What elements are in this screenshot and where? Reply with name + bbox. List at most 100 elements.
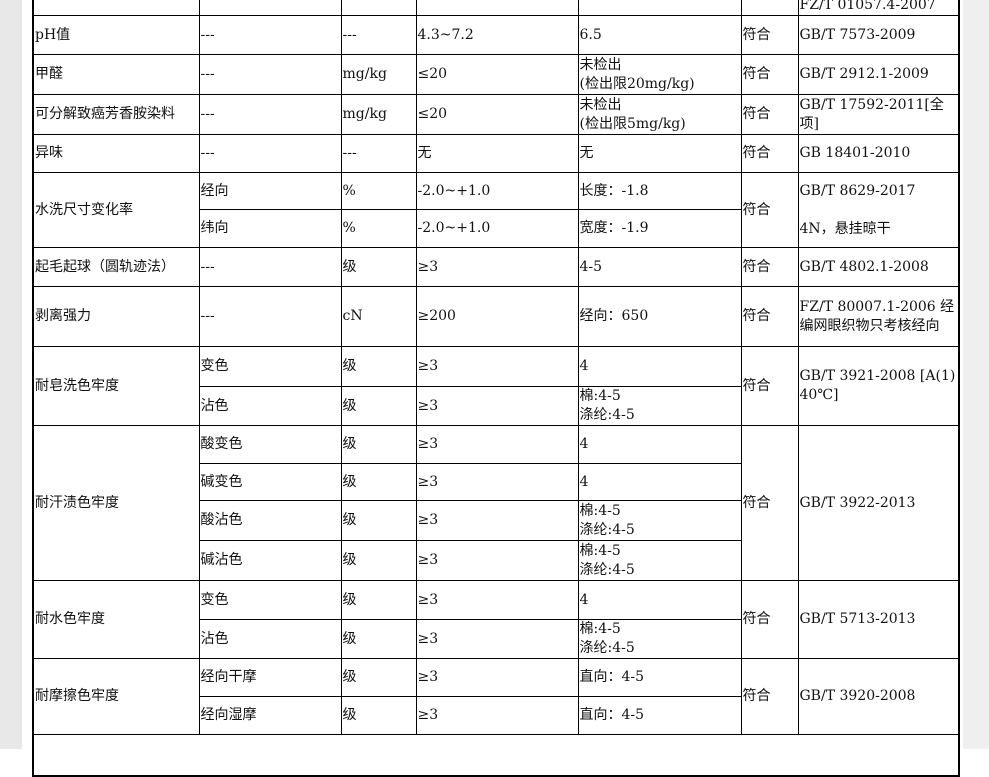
empty-cell	[32, 0, 200, 16]
verdict-cell: 符合	[740, 425, 799, 581]
requirement-cell: -2.0~+1.0	[415, 209, 579, 248]
unit-cell: 级	[340, 658, 417, 697]
sub-item-cell: 经向干摩	[198, 658, 342, 697]
table-row: 碱沾色级 ≥3 棉:4-5 涤纶:4-5	[33, 540, 959, 581]
sub-item-cell: ---	[198, 134, 342, 173]
sub-item-cell: 酸沾色	[198, 500, 342, 541]
test-item-cell: 剥离强力	[32, 286, 200, 347]
sub-item-cell: 碱沾色	[198, 540, 342, 581]
standard-cell: FZ/T 01057.4-2007	[797, 0, 960, 16]
standard-cell: GB/T 3920-2008	[797, 658, 960, 735]
requirement-cell: ≥3	[415, 658, 579, 697]
test-item-cell: 起毛起球（圆轨迹法）	[32, 247, 200, 287]
table-row: 纬向% -2.0~+1.0 宽度：-1.9	[33, 209, 959, 248]
unit-cell: 级	[340, 346, 417, 387]
table-row: 起毛起球（圆轨迹法） --- 级 ≥3 4-5 符合 GB/T 4802.1-2008	[32, 247, 960, 287]
empty-cell	[415, 0, 579, 16]
requirement-cell: ≥3	[415, 619, 579, 659]
empty-cell	[198, 0, 342, 16]
table-row: 经向湿摩级 ≥3 直向：4-5	[33, 696, 959, 735]
table-row: 耐摩擦色牢度 经向干摩级 ≥3 直向：4-5 符合 GB/T 3920-2008	[32, 658, 960, 735]
result-cell: 棉:4-5 涤纶:4-5	[577, 619, 742, 659]
unit-cell: ---	[340, 15, 417, 55]
requirement-cell: ≥3	[415, 463, 579, 501]
standard-cell: GB/T 4802.1-2008	[797, 247, 960, 287]
standard-cell: GB/T 3922-2013	[797, 425, 960, 581]
sub-item-cell: ---	[198, 54, 342, 95]
sub-item-cell: 经向湿摩	[198, 696, 342, 735]
sub-item-cell: 变色	[198, 346, 342, 387]
result-cell: 无	[577, 134, 742, 173]
verdict-cell: 符合	[740, 134, 799, 173]
unit-cell: mg/kg	[340, 54, 417, 95]
table-row: 异味 --- --- 无无符合 GB 18401-2010	[32, 134, 960, 173]
sub-item-cell: ---	[198, 286, 342, 347]
table-row: 耐汗渍色牢度 酸变色级 ≥3 4 符合 GB/T 3922-2013	[32, 425, 960, 581]
requirement-cell: ≥200	[415, 286, 579, 347]
unit-cell: 级	[340, 619, 417, 659]
unit-cell: 级	[340, 500, 417, 541]
empty-cell	[740, 0, 799, 16]
unit-cell: 级	[340, 425, 417, 464]
verdict-cell: 符合	[740, 15, 799, 55]
result-cell: 长度：-1.8	[577, 172, 742, 210]
requirement-cell: 4.3~7.2	[415, 15, 579, 55]
result-cell: 经向：650	[577, 286, 742, 347]
standard-cell: GB/T 5713-2013	[797, 580, 960, 659]
result-cell: 未检出 (检出限20mg/kg)	[577, 54, 742, 95]
empty-cell	[577, 0, 742, 16]
table-row: 耐水色牢度 变色级 ≥3 4 符合 GB/T 5713-2013	[32, 580, 960, 659]
sub-item-cell: 经向	[198, 172, 342, 210]
notes-box	[32, 734, 960, 777]
test-item-cell: pH值	[32, 15, 200, 55]
sub-item-cell: ---	[198, 15, 342, 55]
standard-cell: GB/T 17592-2011[全项]	[797, 94, 960, 135]
result-cell: 6.5	[577, 15, 742, 55]
sub-item-cell: ---	[198, 247, 342, 287]
result-cell: 棉:4-5 涤纶:4-5	[577, 500, 742, 541]
test-item-cell: 异味	[32, 134, 200, 173]
requirement-cell: ≥3	[415, 386, 579, 426]
result-cell: 4	[577, 580, 742, 620]
test-item-cell: 甲醛	[32, 54, 200, 95]
result-cell: 4	[577, 463, 742, 501]
unit-cell: %	[340, 209, 417, 248]
verdict-cell: 符合	[740, 54, 799, 95]
viewer-margin-left	[0, 0, 22, 749]
test-item-cell: 耐汗渍色牢度	[32, 425, 200, 581]
result-cell: 4-5	[577, 247, 742, 287]
result-cell: 直向：4-5	[577, 696, 742, 735]
result-cell: 未检出 (检出限5mg/kg)	[577, 94, 742, 135]
unit-cell: 级	[340, 463, 417, 501]
requirement-cell: 无	[415, 134, 579, 173]
verdict-cell: 符合	[740, 286, 799, 347]
table-row: 甲醛 --- mg/kg ≤20 未检出 (检出限20mg/kg) 符合 GB/T 2912…	[32, 54, 960, 95]
unit-cell: cN	[340, 286, 417, 347]
table-row: 剥离强力 --- cN ≥200 经向：650 符合 FZ/T 80007.1-2006 经…	[32, 286, 960, 347]
table-row: 酸沾色级 ≥3 棉:4-5 涤纶:4-5	[33, 500, 959, 541]
test-results-table: FZ/T 01057.4-2007 pH值 --- --- 4.3~7.2 6.5 符合 GB…	[32, 0, 960, 735]
standard-cell: GB/T 3921-2008 [A(1) 40℃]	[797, 346, 960, 426]
verdict-cell: 符合	[740, 94, 799, 135]
unit-cell: 级	[340, 540, 417, 581]
sub-item-cell: 沾色	[198, 386, 342, 426]
sub-item-cell: 碱变色	[198, 463, 342, 501]
requirement-cell: ≥3	[415, 540, 579, 581]
table-row: 水洗尺寸变化率 经向% -2.0~+1.0 长度：-1.8 符合 GB/T 8629-20…	[32, 172, 960, 248]
sub-item-cell: ---	[198, 94, 342, 135]
standard-cell: GB/T 2912.1-2009	[797, 54, 960, 95]
sub-item-cell: 变色	[198, 580, 342, 620]
requirement-cell: -2.0~+1.0	[415, 172, 579, 210]
sub-item-cell: 酸变色	[198, 425, 342, 464]
result-cell: 4	[577, 425, 742, 464]
unit-cell: %	[340, 172, 417, 210]
standard-cell: GB 18401-2010	[797, 134, 960, 173]
test-item-cell: 可分解致癌芳香胺染料	[32, 94, 200, 135]
test-item-cell: 耐水色牢度	[32, 580, 200, 659]
empty-cell	[340, 0, 417, 16]
requirement-cell: ≥3	[415, 500, 579, 541]
result-cell: 棉:4-5 涤纶:4-5	[577, 540, 742, 581]
verdict-cell: 符合	[740, 346, 799, 426]
test-item-cell: 水洗尺寸变化率	[32, 172, 200, 248]
standard-cell: GB/T 8629-2017 4N，悬挂晾干	[797, 172, 960, 248]
